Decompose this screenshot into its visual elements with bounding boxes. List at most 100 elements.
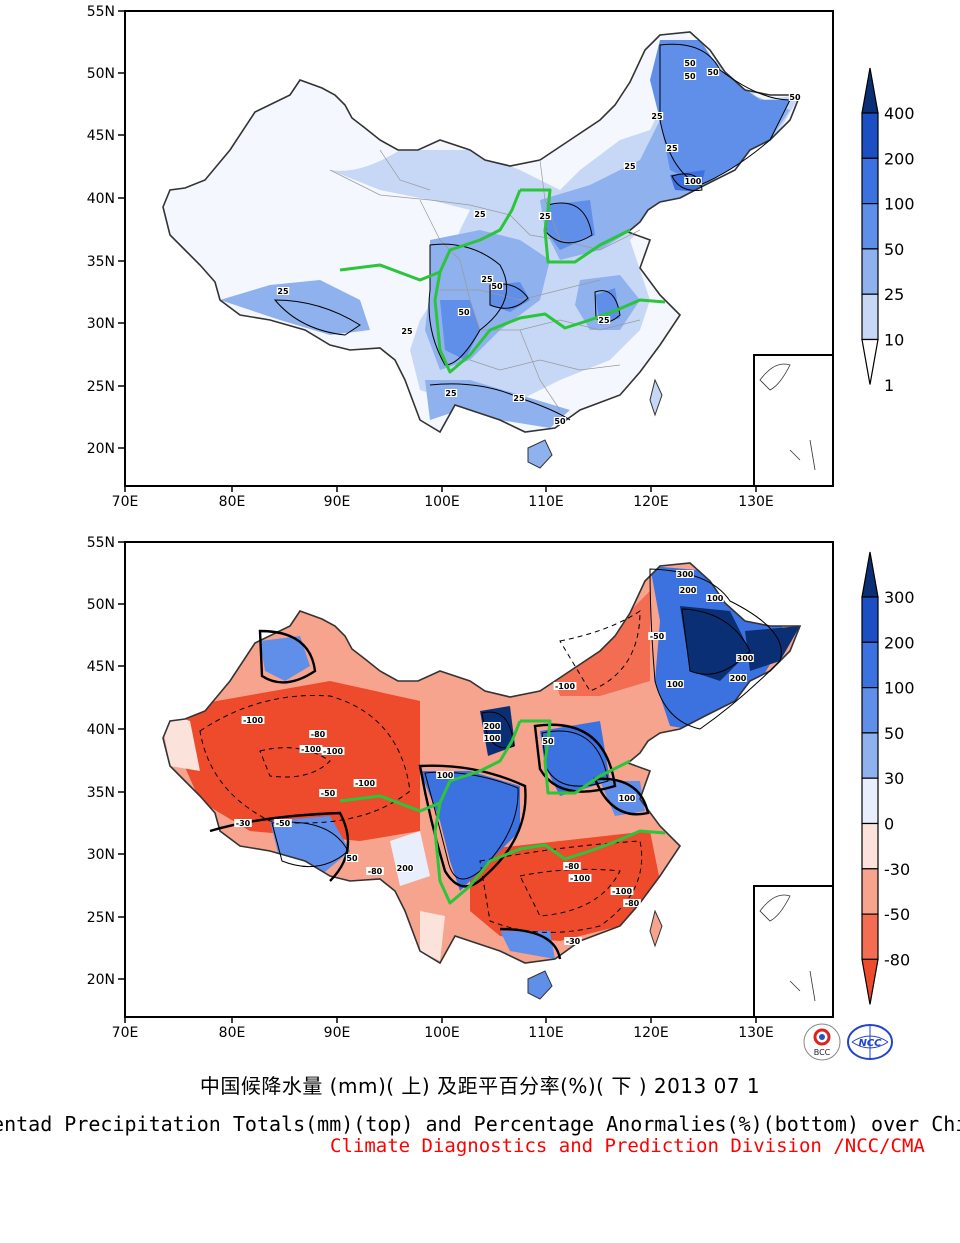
legend-swatch: [861, 777, 879, 825]
lon-tick-label: 70E: [112, 494, 139, 510]
hainan-top: [527, 439, 553, 469]
legend-arrow-top: [861, 551, 879, 598]
legend-top: 400 200 100 50 25 10 1: [861, 67, 915, 395]
caption-chinese: 中国候降水量 (mm)( 上) 及距平百分率(%)( 下 ) 2013 07 1: [199, 1074, 761, 1098]
south-sea-inset-top: [753, 354, 834, 487]
axis-ticks-bottom: 55N 50N 45N 40N 35N 30N 25N 20N 70E 80E 90E 100E 110…: [87, 535, 774, 1041]
legend-label: -50: [884, 905, 910, 924]
contour-label: 50: [458, 308, 470, 317]
legend-label: 1: [884, 376, 894, 395]
contour-label: -80: [565, 862, 580, 871]
legend-label: 0: [884, 815, 894, 834]
lon-tick-label: 110E: [528, 494, 564, 510]
contour-label: 100: [685, 177, 702, 186]
contour-label: 25: [598, 316, 610, 325]
lat-tick-label: 50N: [87, 597, 115, 613]
contour-label: 25: [401, 327, 413, 336]
contour-label: 300: [737, 654, 754, 663]
bcc-logo-text: BCC: [814, 1048, 831, 1057]
lon-tick-label: 80E: [219, 1025, 246, 1041]
caption-credit: Climate Diagnostics and Prediction Divis…: [330, 1135, 925, 1157]
legend-label: 200: [884, 633, 915, 652]
lat-tick-label: 25N: [87, 379, 115, 395]
contour-label: -80: [368, 867, 383, 876]
contour-label: 200: [680, 586, 697, 595]
contour-label: 200: [484, 722, 501, 731]
legend-swatch: [861, 596, 879, 643]
contour-label: 200: [397, 864, 414, 873]
contour-label: 25: [474, 210, 486, 219]
legend-label: 400: [884, 104, 915, 123]
contour-label: -100: [355, 779, 375, 788]
legend-label: 100: [884, 195, 915, 214]
legend-label: 300: [884, 588, 915, 607]
legend-swatch: [861, 822, 879, 870]
legend-swatch: [861, 112, 879, 159]
lon-tick-label: 120E: [633, 1025, 669, 1041]
legend-swatch: [861, 157, 879, 205]
contour-label: 50: [542, 737, 554, 746]
taiwan-bottom: [649, 909, 663, 948]
legend-label: 50: [884, 724, 904, 743]
legend-arrow-bottom: [861, 958, 879, 1005]
contour-label: 25: [513, 394, 525, 403]
legend-label: 10: [884, 331, 904, 350]
lat-tick-label: 45N: [87, 128, 115, 144]
contour-label: -100: [323, 747, 343, 756]
contour-label: 50: [554, 417, 566, 426]
axis-ticks-top: 55N 50N 45N 40N 35N 30N 25N 20N 70E 80E 90E 100E 110…: [87, 4, 774, 510]
lat-tick-label: 20N: [87, 441, 115, 457]
lat-tick-label: 55N: [87, 535, 115, 551]
lat-tick-label: 40N: [87, 191, 115, 207]
legend-swatch: [861, 203, 879, 250]
legend-label: 100: [884, 679, 915, 698]
lon-tick-label: 100E: [424, 1025, 460, 1041]
lon-tick-label: 120E: [633, 494, 669, 510]
ncc-logo-text: NCC: [858, 1038, 882, 1049]
lat-tick-label: 25N: [87, 910, 115, 926]
legend-swatch: [861, 248, 879, 295]
lat-tick-label: 30N: [87, 316, 115, 332]
legend-label: -80: [884, 950, 910, 969]
contour-label: 100: [619, 794, 636, 803]
contour-label: 25: [624, 162, 636, 171]
river-line-bottom: [339, 719, 666, 905]
ncc-logo: NCC: [846, 1022, 894, 1066]
contour-label: -100: [301, 745, 321, 754]
contour-label: 50: [684, 59, 696, 68]
contour-label: 100: [707, 594, 724, 603]
contour-label: -30: [566, 937, 581, 946]
contour-label: 50: [789, 93, 801, 102]
caption-english: Pentad Precipitation Totals(mm)(top) and…: [0, 1112, 960, 1136]
contour-label: 50: [346, 854, 358, 863]
contour-label: -80: [311, 730, 326, 739]
contour-label: 25: [666, 144, 678, 153]
contour-label: -80: [625, 899, 640, 908]
lon-tick-label: 130E: [738, 494, 774, 510]
bcc-logo: BCC: [802, 1022, 842, 1066]
contour-label: -30: [236, 819, 251, 828]
contour-label: -100: [570, 874, 590, 883]
contour-label: -50: [321, 789, 336, 798]
contour-label: 100: [667, 680, 684, 689]
legend-label: 200: [884, 149, 915, 168]
lon-tick-label: 110E: [528, 1025, 564, 1041]
south-sea-inset-bottom: [753, 885, 834, 1018]
contour-label: 100: [484, 734, 501, 743]
legend-swatch: [861, 641, 879, 689]
lat-tick-label: 20N: [87, 972, 115, 988]
contour-label: 25: [539, 212, 551, 221]
lon-tick-label: 130E: [738, 1025, 774, 1041]
legend-swatch: [861, 913, 879, 960]
legend-swatch: [861, 293, 879, 341]
taiwan-top: [649, 378, 663, 417]
lon-tick-label: 80E: [219, 494, 246, 510]
lat-tick-label: 55N: [87, 4, 115, 20]
contour-label: -50: [276, 819, 291, 828]
contour-label: -100: [555, 682, 575, 691]
